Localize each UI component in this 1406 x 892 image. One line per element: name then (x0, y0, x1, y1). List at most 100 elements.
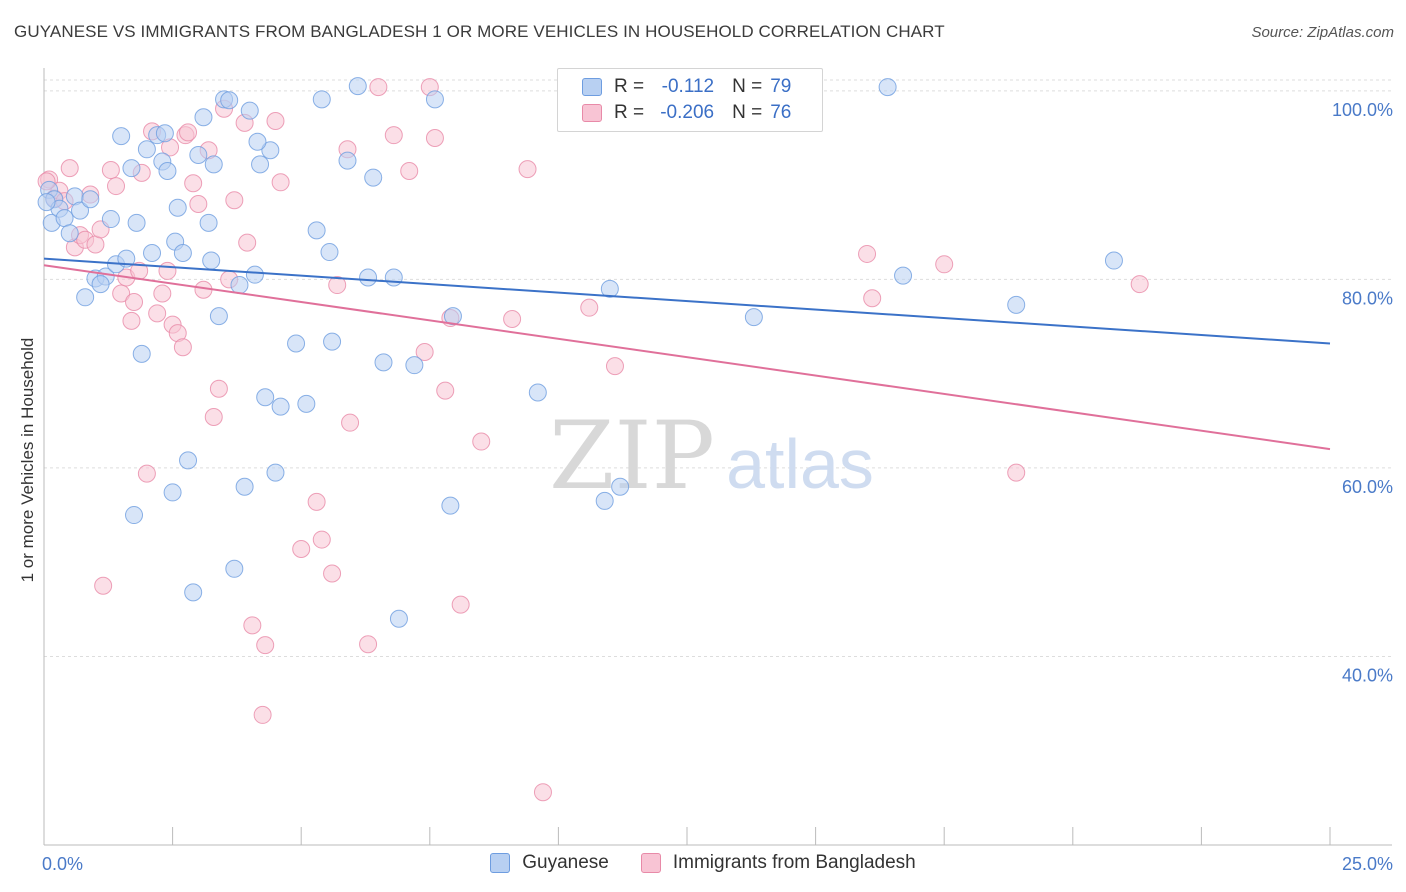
bangladesh-point (243, 616, 262, 635)
guyanese-point (220, 91, 239, 110)
guyanese-point (143, 243, 162, 262)
bangladesh-point (935, 255, 954, 274)
legend-r-label: R = (614, 102, 645, 123)
legend-label-bangladesh: Immigrants from Bangladesh (672, 852, 916, 873)
series-legend: Guyanese Immigrants from Bangladesh (0, 852, 1406, 874)
guyanese-point (202, 251, 221, 270)
bangladesh-point (158, 261, 177, 280)
bangladesh-point (137, 464, 156, 483)
legend-label-guyanese: Guyanese (522, 852, 609, 873)
guyanese-point (199, 213, 218, 232)
guyanese-point (266, 463, 285, 482)
legend-n-value: 79 (770, 76, 792, 97)
guyanese-point (248, 132, 267, 151)
guyanese-point (256, 388, 275, 407)
legend-row-bangladesh: R = -0.206 N = 76 (582, 101, 791, 125)
legend-n-value: 76 (770, 102, 792, 123)
guyanese-point (323, 332, 342, 351)
bangladesh-point (580, 298, 599, 317)
bangladesh-point (122, 311, 141, 330)
guyanese-point (894, 266, 913, 285)
guyanese-point (374, 353, 393, 372)
bangladesh-point (107, 177, 126, 196)
bangladesh-point (271, 173, 290, 192)
legend-item-guyanese[interactable]: Guyanese (490, 852, 609, 874)
guyanese-point (179, 451, 198, 470)
guyanese-point (348, 77, 367, 96)
bangladesh-point (266, 112, 285, 131)
guyanese-point (261, 141, 280, 160)
guyanese-point (528, 383, 547, 402)
bangladesh-point (425, 128, 444, 147)
bangladesh-point (225, 191, 244, 210)
guyanese-point (320, 243, 339, 262)
guyanese-point (405, 356, 424, 375)
guyanese-point (209, 307, 228, 326)
guyanese-point (287, 334, 306, 353)
bangladesh-point (253, 705, 272, 724)
guyanese-point (364, 168, 383, 187)
bangladesh-point (153, 284, 172, 303)
guyanese-point (155, 124, 174, 143)
guyanese-point (173, 243, 192, 262)
bangladesh-point (125, 293, 144, 312)
bangladesh-point (292, 539, 311, 558)
tick-labels: 40.0% 60.0% 80.0% 100.0% 0.0% 25.0% (42, 100, 1393, 874)
guyanese-trend-line (43, 257, 1331, 345)
legend-item-bangladesh[interactable]: Immigrants from Bangladesh (640, 852, 916, 874)
x-tick-label: 25.0% (1342, 854, 1393, 874)
bangladesh-point (1007, 463, 1026, 482)
bangladesh-point (359, 635, 378, 654)
bangladesh-point (369, 78, 388, 97)
guyanese-point (112, 127, 131, 146)
bangladesh-point (341, 413, 360, 432)
legend-swatch-pink (582, 104, 602, 122)
bangladesh-point (86, 235, 105, 254)
legend-r-value: -0.112 (661, 76, 715, 97)
guyanese-point (137, 140, 156, 159)
legend-n-label: N = (732, 76, 763, 97)
guyanese-point (125, 506, 144, 525)
bangladesh-point (472, 432, 491, 451)
guyanese-point (307, 221, 326, 240)
bangladesh-point (400, 161, 419, 180)
bangladesh-point (436, 381, 455, 400)
stats-legend: R = -0.112 N = 79 R = -0.206 N = 76 (557, 68, 823, 132)
bangladesh-point (858, 244, 877, 263)
trend-lines (43, 257, 1331, 451)
bangladesh-point (323, 564, 342, 583)
y-tick-label: 100.0% (1332, 100, 1393, 120)
y-tick-label: 80.0% (1342, 288, 1393, 308)
guyanese-point (600, 279, 619, 298)
bangladesh-point (256, 636, 275, 655)
guyanese-point (595, 491, 614, 510)
bangladesh-point (533, 783, 552, 802)
bangladesh-point (184, 174, 203, 193)
guyanese-point (37, 193, 56, 212)
bangladesh-point (451, 595, 470, 614)
guyanese-point (76, 288, 95, 307)
bangladesh-trend-line (43, 264, 1331, 451)
bangladesh-point (328, 276, 347, 295)
guyanese-point (101, 210, 120, 229)
guyanese-point (744, 308, 763, 327)
bangladesh-point (173, 338, 192, 357)
bangladesh-point (94, 576, 113, 595)
y-tick-label: 40.0% (1342, 665, 1393, 685)
source-label: Source: ZipAtlas.com (1251, 24, 1394, 41)
bangladesh-point (503, 309, 522, 328)
guyanese-point (163, 483, 182, 502)
grid-lines (44, 79, 1392, 657)
x-tick-label: 0.0% (42, 854, 83, 874)
guyanese-point (204, 155, 223, 174)
bangladesh-point (307, 492, 326, 511)
guyanese-point (71, 201, 90, 220)
guyanese-point (189, 145, 208, 164)
bangladesh-point (238, 233, 257, 252)
watermark-atlas: atlas (726, 425, 874, 503)
guyanese-point (55, 209, 74, 228)
guyanese-point (91, 275, 110, 294)
chart-title: GUYANESE VS IMMIGRANTS FROM BANGLADESH 1… (14, 22, 945, 41)
watermark: ZIP atlas (549, 402, 874, 511)
legend-n-label: N = (732, 102, 763, 123)
